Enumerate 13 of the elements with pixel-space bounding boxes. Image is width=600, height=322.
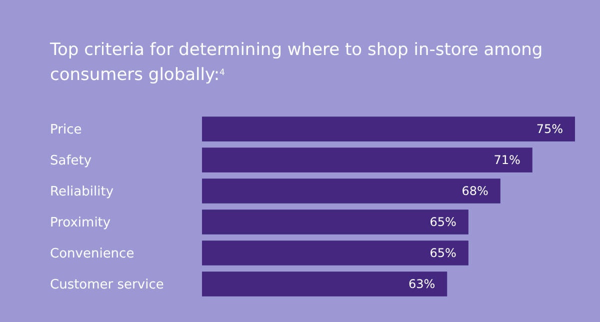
y-tick-label: Safety (50, 154, 92, 169)
data-label: 65% (430, 246, 456, 260)
data-label: 63% (408, 277, 436, 292)
y-tick-label: Proximity (50, 216, 111, 231)
data-label: 71% (494, 153, 520, 168)
data-label: 75% (536, 122, 563, 136)
y-tick-label: Customer service (50, 278, 164, 293)
y-tick-label: Convenience (50, 246, 134, 262)
data-label: 68% (462, 184, 488, 198)
data-label: 65% (430, 215, 456, 230)
y-tick-label: Price (50, 122, 82, 138)
chart-title: Top criteria for determining where to shop in-store among consumers globally:$^{4}$ (49, 40, 543, 85)
y-tick-label: Reliability (50, 184, 114, 200)
